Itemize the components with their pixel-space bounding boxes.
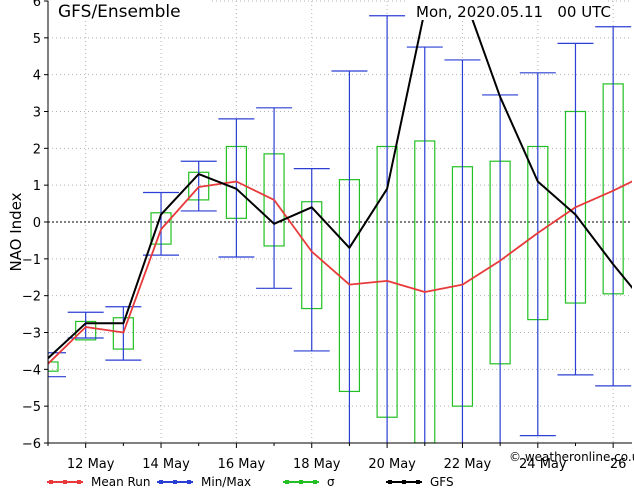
x-tick-label: 20 May bbox=[368, 457, 416, 472]
x-tick-label: 26 bbox=[610, 457, 627, 472]
run-label-backing bbox=[408, 0, 608, 20]
sigma-box bbox=[48, 361, 59, 372]
legend-marker bbox=[77, 480, 81, 484]
legend-marker bbox=[49, 480, 53, 484]
y-tick-label: 6 bbox=[33, 0, 41, 10]
y-tick-label: −4 bbox=[22, 363, 41, 378]
legend-marker bbox=[416, 480, 420, 484]
legend-marker bbox=[63, 480, 67, 484]
legend-marker bbox=[299, 480, 303, 484]
y-tick-label: 2 bbox=[33, 142, 41, 157]
x-tick-label: 12 May bbox=[67, 457, 115, 472]
x-tick-label: 14 May bbox=[142, 457, 190, 472]
y-axis-label: NAO Index bbox=[7, 192, 25, 271]
legend-label: GFS bbox=[430, 475, 454, 489]
legend-label: Min/Max bbox=[201, 475, 251, 489]
y-tick-label: −3 bbox=[22, 327, 41, 342]
x-tick-label: 24 May bbox=[519, 457, 567, 472]
legend-marker bbox=[313, 480, 317, 484]
legend-label: σ bbox=[327, 475, 335, 489]
legend-marker bbox=[388, 480, 392, 484]
minmax-whiskers bbox=[48, 15, 632, 443]
y-tick-label: 5 bbox=[33, 32, 41, 47]
y-tick-label: 1 bbox=[33, 179, 41, 194]
plot-area bbox=[48, 1, 632, 443]
x-tick-label: 18 May bbox=[293, 457, 341, 472]
series-lines bbox=[48, 1, 632, 365]
legend: Mean Run Min/Max σ GFS bbox=[47, 475, 454, 489]
gfs-line bbox=[48, 1, 632, 360]
legend-marker bbox=[173, 480, 177, 484]
mean-run-line bbox=[48, 180, 632, 365]
x-tick-labels: 12 May 14 May 16 May 18 May 20 May 22 May 24 M… bbox=[67, 457, 627, 472]
y-tick-label: 4 bbox=[33, 69, 41, 84]
x-tick-label: 22 May bbox=[444, 457, 492, 472]
y-tick-labels: −6 −5 −4 −3 −2 −1 0 1 2 3 4 5 6 bbox=[22, 0, 41, 452]
legend-marker bbox=[187, 480, 191, 484]
y-tick-label: −1 bbox=[22, 253, 41, 268]
axes bbox=[44, 0, 632, 448]
title-backing bbox=[50, 0, 212, 20]
legend-label: Mean Run bbox=[91, 475, 151, 489]
legend-marker bbox=[159, 480, 163, 484]
y-tick-label: −2 bbox=[22, 290, 41, 305]
y-tick-label: 3 bbox=[33, 106, 41, 121]
legend-marker bbox=[285, 480, 289, 484]
credit-text: © weatheronline.co.uk bbox=[509, 450, 634, 464]
y-tick-label: −5 bbox=[22, 400, 41, 415]
x-tick-label: 16 May bbox=[218, 457, 266, 472]
y-tick-label: −6 bbox=[22, 437, 41, 452]
legend-marker bbox=[402, 480, 406, 484]
run-label: Mon, 2020.05.11 00 UTC bbox=[416, 3, 611, 21]
chart-title: GFS/Ensemble bbox=[58, 2, 181, 22]
y-tick-label: 0 bbox=[33, 216, 41, 231]
